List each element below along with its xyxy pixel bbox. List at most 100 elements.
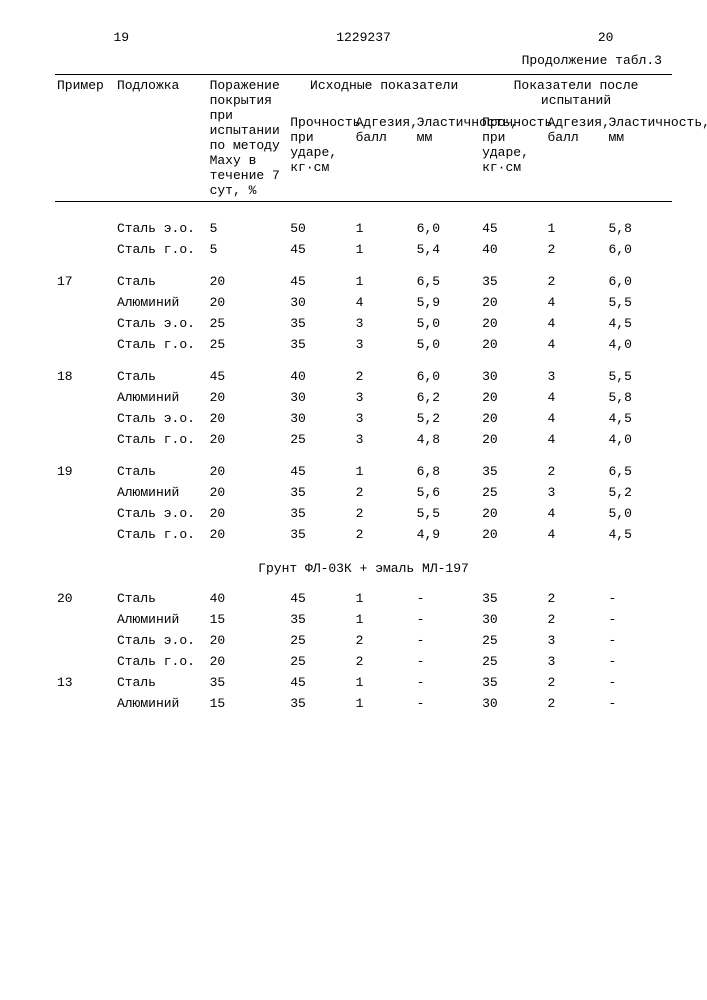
cell: 15: [208, 693, 289, 714]
cell: [55, 218, 115, 239]
cell: 45: [288, 260, 353, 292]
cell: 45: [288, 588, 353, 609]
cell: 4: [545, 408, 606, 429]
page: 19 1229237 20 Продолжение табл.3 Пример …: [0, 0, 707, 1000]
cell: 30: [288, 387, 353, 408]
cell: Алюминий: [115, 387, 208, 408]
cell: 45: [288, 450, 353, 482]
cell: 5,0: [415, 313, 480, 334]
table-row: 17Сталь204516,53526,0: [55, 260, 672, 292]
cell: 35: [480, 450, 545, 482]
cell: 20: [208, 450, 289, 482]
cell: 35: [480, 588, 545, 609]
table-row: Сталь э.о.203525,52045,0: [55, 503, 672, 524]
cell: [55, 239, 115, 260]
cell: 5: [208, 239, 289, 260]
table-row: Алюминий203045,92045,5: [55, 292, 672, 313]
cell: 1: [354, 260, 415, 292]
cell: 2: [545, 450, 606, 482]
cell: 35: [288, 482, 353, 503]
cell: 2: [545, 693, 606, 714]
section-row: Грунт ФЛ-03К + эмаль МЛ-197: [55, 545, 672, 588]
cell: 20: [480, 292, 545, 313]
table-row: Сталь г.о.54515,44026,0: [55, 239, 672, 260]
cell: 2: [545, 588, 606, 609]
cell: -: [415, 588, 480, 609]
table-row: Сталь г.о.253535,02044,0: [55, 334, 672, 355]
cell: 20: [208, 408, 289, 429]
cell: 3: [545, 630, 606, 651]
cell: 45: [288, 239, 353, 260]
cell: 4: [545, 524, 606, 545]
cell: 1: [354, 672, 415, 693]
cell: 6,5: [415, 260, 480, 292]
table-row: 20Сталь40451-352-: [55, 588, 672, 609]
cell: [55, 387, 115, 408]
cell: 4,5: [607, 408, 673, 429]
cell: 17: [55, 260, 115, 292]
cell: 5,5: [607, 355, 673, 387]
cell: Сталь г.о.: [115, 524, 208, 545]
cell: 4,0: [607, 334, 673, 355]
cell: 5,9: [415, 292, 480, 313]
cell: Сталь г.о.: [115, 651, 208, 672]
cell: 35: [288, 334, 353, 355]
cell: 2: [545, 239, 606, 260]
cell: 2: [354, 651, 415, 672]
cell: [55, 503, 115, 524]
table-row: Алюминий203525,62535,2: [55, 482, 672, 503]
cell: Сталь э.о.: [115, 630, 208, 651]
cell: 3: [354, 408, 415, 429]
cell: 45: [480, 218, 545, 239]
cell: 4,5: [607, 524, 673, 545]
cell: 30: [480, 693, 545, 714]
cell: Алюминий: [115, 482, 208, 503]
cell: 25: [480, 651, 545, 672]
cell: 5,6: [415, 482, 480, 503]
cell: 6,2: [415, 387, 480, 408]
cell: 3: [354, 387, 415, 408]
cell: 25: [288, 429, 353, 450]
cell: 20: [208, 292, 289, 313]
cell: 5,0: [415, 334, 480, 355]
cell: 2: [354, 503, 415, 524]
cell: 35: [288, 503, 353, 524]
cell: [55, 609, 115, 630]
cell: Алюминий: [115, 693, 208, 714]
cell: 13: [55, 672, 115, 693]
table-row: Алюминий203036,22045,8: [55, 387, 672, 408]
cell: 25: [480, 482, 545, 503]
cell: 2: [354, 355, 415, 387]
cell: 1: [545, 218, 606, 239]
cell: 19: [55, 450, 115, 482]
col-group-initial: Исходные показатели: [288, 75, 480, 113]
cell: 15: [208, 609, 289, 630]
cell: [55, 408, 115, 429]
col-adgez-1: Адгезия, балл: [354, 112, 415, 201]
cell: 2: [354, 630, 415, 651]
cell: 1: [354, 588, 415, 609]
cell: 3: [545, 651, 606, 672]
cell: 3: [545, 355, 606, 387]
col-porazhenie: Поражение покрытия при испытании по мето…: [208, 75, 289, 202]
cell: 20: [480, 429, 545, 450]
table-body-bottom: 20Сталь40451-352-Алюминий15351-302-Сталь…: [55, 588, 672, 714]
cell: 6,0: [415, 218, 480, 239]
cell: 1: [354, 609, 415, 630]
cell: Сталь э.о.: [115, 218, 208, 239]
cell: 20: [480, 408, 545, 429]
cell: Сталь э.о.: [115, 313, 208, 334]
cell: Сталь: [115, 355, 208, 387]
cell: 1: [354, 693, 415, 714]
cell: Алюминий: [115, 609, 208, 630]
cell: -: [607, 693, 673, 714]
cell: 5,8: [607, 387, 673, 408]
table-row: Алюминий15351-302-: [55, 693, 672, 714]
cell: 4: [354, 292, 415, 313]
cell: -: [607, 609, 673, 630]
cell: 20: [208, 524, 289, 545]
cell: 2: [545, 609, 606, 630]
cell: 35: [288, 609, 353, 630]
cell: 20: [480, 334, 545, 355]
cell: 20: [208, 387, 289, 408]
